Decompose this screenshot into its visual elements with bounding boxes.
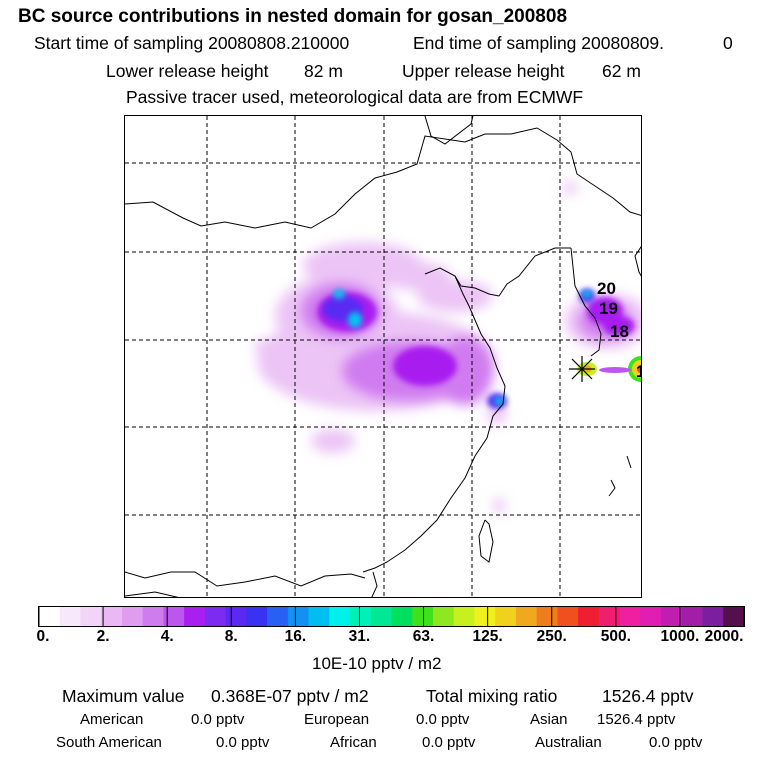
chart-title: BC source contributions in nested domain…: [18, 6, 568, 27]
colorbar-border: [38, 606, 745, 627]
lower-release-height-value: 82 m: [304, 61, 343, 81]
map-canvas: 20 19 18 1: [125, 116, 642, 597]
colorbar-tick-label: 125.: [472, 628, 503, 645]
colorbar-tick-label: 500.: [600, 628, 631, 645]
region-value: 0.0 pptv: [649, 734, 703, 751]
region-name: American: [80, 711, 144, 728]
colorbar-swatch: [681, 607, 704, 626]
source-label: 18: [610, 322, 629, 341]
region-name: African: [330, 734, 377, 751]
colorbar-swatch: [80, 607, 102, 626]
colorbar-swatch: [557, 607, 579, 626]
region-value: 1526.4 pptv: [597, 711, 676, 728]
lat-lon-grid: [125, 116, 641, 597]
region-value: 0.0 pptv: [416, 711, 470, 728]
colorbar-tick-label: 63.: [412, 628, 435, 645]
colorbar-tick-label: 250.: [536, 628, 567, 645]
colorbar-swatch: [453, 607, 475, 626]
end-time-value: 0: [723, 33, 733, 53]
release-site-star-icon: [569, 356, 595, 382]
max-value: 0.368E-07 pptv / m2: [211, 686, 369, 706]
region-value: 0.0 pptv: [216, 734, 270, 751]
colorbar-swatch: [578, 607, 600, 626]
region-name: European: [304, 711, 370, 728]
colorbar-swatch: [702, 607, 724, 626]
colorbar-swatch: [640, 607, 662, 626]
region-value: 0.0 pptv: [191, 711, 245, 728]
colorbar-swatch: [225, 607, 247, 626]
colorbar-tick-label: 4.: [160, 628, 174, 645]
colorbar-tick-label: 2000.: [704, 628, 744, 645]
colorbar-tick-label: 8.: [224, 628, 238, 645]
colorbar-swatch: [495, 607, 517, 626]
region-name: Australian: [535, 734, 602, 751]
source-label: 1: [636, 362, 642, 381]
colorbar-swatch: [329, 607, 351, 626]
tracer-note: Passive tracer used, meteorological data…: [126, 87, 584, 107]
upper-release-height-value: 62 m: [602, 61, 641, 81]
colorbar-tick-label: 2.: [96, 628, 110, 645]
colorbar-swatch: [287, 607, 310, 626]
colorbar-swatch: [723, 607, 745, 626]
colorbar-swatch: [370, 607, 392, 626]
total-mixing-ratio-value: 1526.4 pptv: [602, 686, 694, 706]
upper-release-height-label: Upper release height: [402, 61, 565, 81]
colorbar-swatch: [661, 607, 683, 626]
total-mixing-ratio-label: Total mixing ratio: [426, 686, 558, 706]
colorbar-swatch: [142, 607, 164, 626]
colorbar-swatch: [39, 607, 61, 626]
colorbar-swatch: [515, 607, 538, 626]
colorbar-tick-label: 1000.: [660, 628, 700, 645]
colorbar-swatch: [246, 607, 268, 626]
colorbar-swatch: [432, 607, 455, 626]
colorbar-swatch: [308, 607, 330, 626]
colorbar-swatch: [101, 607, 123, 626]
colorbar: [38, 606, 745, 627]
end-time-label: End time of sampling 20080809.: [413, 33, 664, 53]
colorbar-swatch: [391, 607, 413, 626]
colorbar-swatch: [474, 607, 496, 626]
map-panel: 20 19 18 1: [124, 115, 642, 598]
colorbar-swatch: [59, 607, 81, 626]
colorbar-swatch: [536, 607, 558, 626]
colorbar-swatch: [184, 607, 206, 626]
colorbar-swatch: [163, 607, 185, 626]
colorbar-swatch: [598, 607, 621, 626]
colorbar-swatch: [121, 607, 144, 626]
colorbar-swatch: [204, 607, 227, 626]
max-value-label: Maximum value: [62, 686, 185, 706]
source-label: 19: [599, 299, 618, 318]
region-value: 0.0 pptv: [422, 734, 476, 751]
region-name: Asian: [530, 711, 568, 728]
colorbar-swatch: [350, 607, 372, 626]
colorbar-units: 10E-10 pptv / m2: [312, 654, 442, 673]
colorbar-tick-label: 16.: [284, 628, 307, 645]
region-name: South American: [56, 734, 162, 751]
concentration-field: [253, 182, 641, 514]
colorbar-swatch: [412, 607, 434, 626]
colorbar-swatch: [267, 607, 289, 626]
colorbar-tick-label: 0.: [36, 628, 50, 645]
lower-release-height-label: Lower release height: [106, 61, 269, 81]
source-label: 20: [597, 279, 616, 298]
colorbar-tick-label: 31.: [348, 628, 371, 645]
colorbar-swatch: [619, 607, 641, 626]
start-time-label: Start time of sampling 20080808.210000: [34, 33, 350, 53]
